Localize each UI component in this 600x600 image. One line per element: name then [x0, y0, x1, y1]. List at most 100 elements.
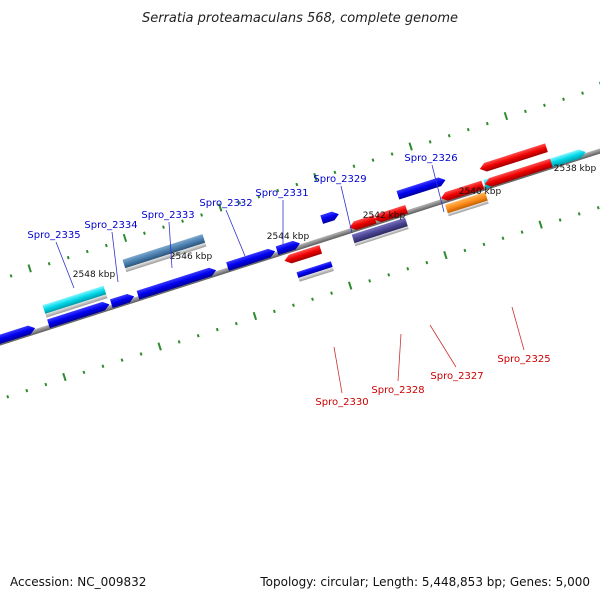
minor-tick [524, 109, 527, 114]
scale-labels: 2548 kbp 2546 kbp 2544 kbp 2542 kbp 2540… [73, 164, 597, 280]
minor-tick [581, 91, 584, 95]
major-tick [503, 111, 509, 121]
minor-tick [543, 103, 546, 108]
minor-tick [196, 334, 200, 338]
reverse-leaders [333, 306, 525, 394]
minor-tick [82, 370, 86, 375]
gene-red-pair[interactable] [373, 204, 408, 224]
minor-tick [139, 352, 143, 356]
minor-tick [428, 140, 432, 144]
minor-tick [485, 121, 489, 126]
minor-tick [425, 260, 429, 265]
minor-tick [257, 194, 261, 199]
gene-spro-2331[interactable] [275, 239, 302, 255]
major-tick [157, 342, 162, 351]
scale-label: 2544 kbp [267, 232, 310, 242]
minor-tick [276, 188, 280, 193]
minor-tick [520, 230, 524, 234]
gene-spro-2328[interactable] [348, 215, 377, 232]
scale-label: 2548 kbp [73, 270, 116, 280]
minor-tick [333, 170, 337, 175]
minor-tick [162, 225, 165, 229]
minor-tick [181, 219, 184, 223]
gene-label[interactable]: Spro_2333 [141, 210, 194, 221]
major-tick [313, 172, 318, 182]
gene-label[interactable]: Spro_2329 [313, 174, 366, 185]
minor-tick [120, 358, 124, 362]
gene-spro-2333[interactable] [122, 234, 207, 273]
gene-spro-2333-arrow[interactable] [136, 266, 218, 300]
minor-tick [292, 303, 295, 308]
gene-red-right-c[interactable] [483, 158, 553, 189]
minor-tick [234, 321, 238, 326]
gene-label[interactable]: Spro_2325 [497, 354, 550, 365]
minor-tick [47, 262, 51, 266]
gene-spro-2334[interactable] [109, 292, 136, 308]
minor-tick [562, 97, 565, 101]
gene-spro-2325[interactable] [445, 192, 489, 217]
minor-tick [482, 242, 486, 247]
gene-label[interactable]: Spro_2326 [404, 153, 457, 164]
gene-label[interactable]: Spro_2334 [84, 220, 137, 231]
major-tick [252, 311, 258, 321]
minor-tick [104, 243, 108, 248]
minor-tick [577, 212, 581, 216]
minor-tick [25, 388, 29, 393]
minor-tick [311, 297, 314, 301]
minor-tick [44, 382, 48, 387]
gene-spro-2327[interactable] [351, 217, 409, 247]
genome-track [0, 81, 600, 399]
minor-tick [406, 266, 410, 271]
minor-tick [371, 158, 375, 162]
gene-spro-2332[interactable] [226, 247, 276, 271]
accession-text: Accession: NC_009832 [10, 575, 146, 589]
minor-tick [101, 364, 105, 368]
gene-spro-2330[interactable] [296, 261, 334, 282]
minor-tick [390, 152, 394, 156]
topology-text: Topology: circular; Length: 5,448,853 bp… [259, 575, 590, 589]
major-tick [408, 142, 413, 151]
gene-labels: Spro_2335 Spro_2334 Spro_2333 Spro_2332 … [27, 153, 550, 408]
minor-tick [215, 327, 219, 332]
minor-tick [558, 218, 562, 222]
minor-tick [200, 213, 203, 217]
gene-red-left[interactable] [283, 245, 323, 265]
gene-label[interactable]: Spro_2332 [199, 198, 252, 209]
gene-label[interactable]: Spro_2335 [27, 230, 80, 241]
map-title: Serratia proteamaculans 568, complete ge… [142, 11, 458, 26]
gene-label[interactable]: Spro_2331 [255, 188, 308, 199]
scale-label: 2542 kbp [363, 211, 406, 221]
scale-ticks [6, 81, 600, 399]
minor-tick [463, 248, 467, 253]
minor-tick [447, 134, 451, 138]
gene-red-right-a[interactable] [439, 180, 485, 203]
gene-blue-left-edge[interactable] [0, 324, 36, 351]
minor-tick [387, 273, 391, 277]
minor-tick [596, 206, 600, 210]
gene-spro-2326[interactable] [396, 176, 447, 200]
minor-tick [177, 340, 181, 344]
gene-label[interactable]: Spro_2327 [430, 371, 483, 382]
gene-spro-2334-arrow[interactable] [47, 300, 111, 329]
major-tick [443, 250, 448, 260]
gene-red-right-b[interactable] [478, 143, 548, 173]
forward-leaders [55, 164, 445, 289]
major-tick [122, 233, 128, 243]
gene-label[interactable]: Spro_2330 [315, 397, 368, 408]
gene-spro-2335[interactable] [42, 285, 108, 318]
minor-tick [295, 182, 299, 187]
minor-tick [466, 127, 470, 132]
gene-label[interactable]: Spro_2328 [371, 385, 424, 396]
gene-spro-2329[interactable] [320, 210, 340, 224]
minor-tick [368, 279, 372, 283]
minor-tick [143, 231, 146, 236]
minor-tick [6, 394, 10, 399]
major-tick [62, 372, 67, 382]
major-tick [218, 203, 223, 212]
major-tick [538, 220, 543, 229]
scale-label: 2540 kbp [459, 187, 502, 197]
minor-tick [238, 201, 242, 205]
minor-tick [330, 291, 333, 295]
genome-backbone [0, 133, 600, 352]
